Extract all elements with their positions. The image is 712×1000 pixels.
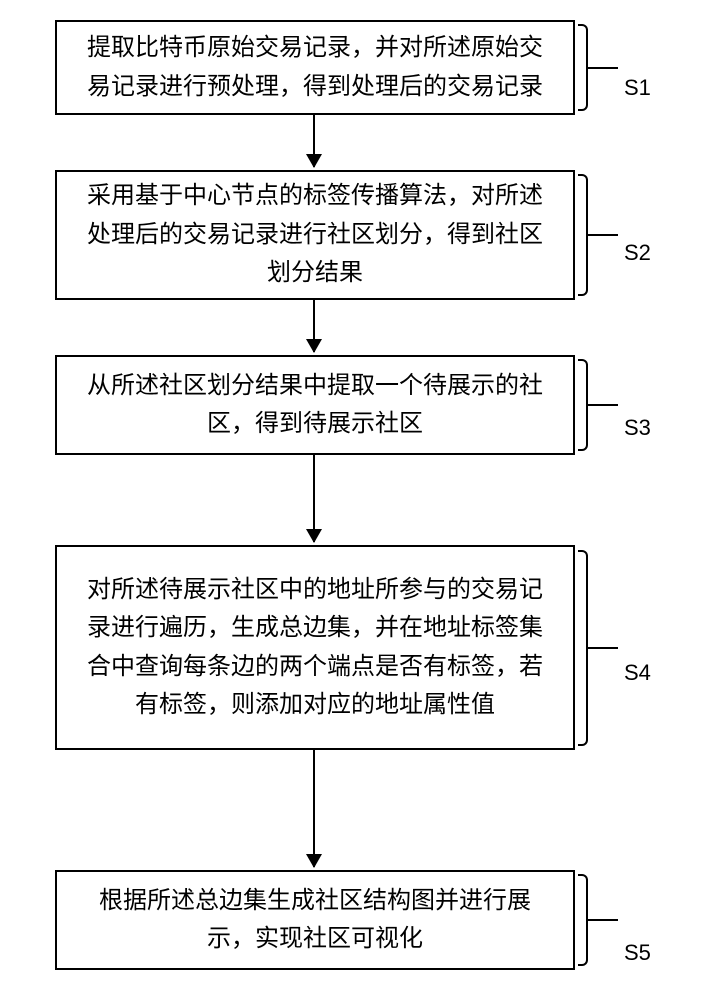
arrow-4 — [313, 750, 315, 867]
brace-s5 — [578, 874, 588, 966]
brace-s1 — [578, 24, 588, 111]
label-s5: S5 — [624, 940, 651, 966]
brace-tail-s1 — [588, 67, 618, 69]
step-box-s5: 根据所述总边集生成社区结构图并进行展示，实现社区可视化 — [55, 870, 575, 970]
brace-s4 — [578, 550, 588, 746]
label-s3: S3 — [624, 415, 651, 441]
arrow-1 — [313, 115, 315, 167]
step-box-s2: 采用基于中心节点的标签传播算法，对所述处理后的交易记录进行社区划分，得到社区划分… — [55, 170, 575, 300]
label-s4: S4 — [624, 660, 651, 686]
brace-tail-s3 — [588, 404, 618, 406]
brace-s3 — [578, 359, 588, 451]
step-text-s4: 对所述待展示社区中的地址所参与的交易记录进行遍历，生成总边集，并在地址标签集合中… — [77, 571, 553, 725]
arrow-2 — [313, 300, 315, 352]
arrow-3 — [313, 455, 315, 542]
step-box-s1: 提取比特币原始交易记录，并对所述原始交易记录进行预处理，得到处理后的交易记录 — [55, 20, 575, 115]
step-text-s2: 采用基于中心节点的标签传播算法，对所述处理后的交易记录进行社区划分，得到社区划分… — [77, 177, 553, 292]
step-text-s1: 提取比特币原始交易记录，并对所述原始交易记录进行预处理，得到处理后的交易记录 — [77, 29, 553, 106]
brace-tail-s4 — [588, 647, 618, 649]
brace-s2 — [578, 174, 588, 296]
step-text-s3: 从所述社区划分结果中提取一个待展示的社区，得到待展示社区 — [77, 367, 553, 444]
brace-tail-s2 — [588, 234, 618, 236]
step-text-s5: 根据所述总边集生成社区结构图并进行展示，实现社区可视化 — [77, 882, 553, 959]
step-box-s4: 对所述待展示社区中的地址所参与的交易记录进行遍历，生成总边集，并在地址标签集合中… — [55, 545, 575, 750]
step-box-s3: 从所述社区划分结果中提取一个待展示的社区，得到待展示社区 — [55, 355, 575, 455]
label-s1: S1 — [624, 75, 651, 101]
label-s2: S2 — [624, 240, 651, 266]
brace-tail-s5 — [588, 919, 618, 921]
flowchart-container: 提取比特币原始交易记录，并对所述原始交易记录进行预处理，得到处理后的交易记录 S… — [0, 0, 712, 1000]
